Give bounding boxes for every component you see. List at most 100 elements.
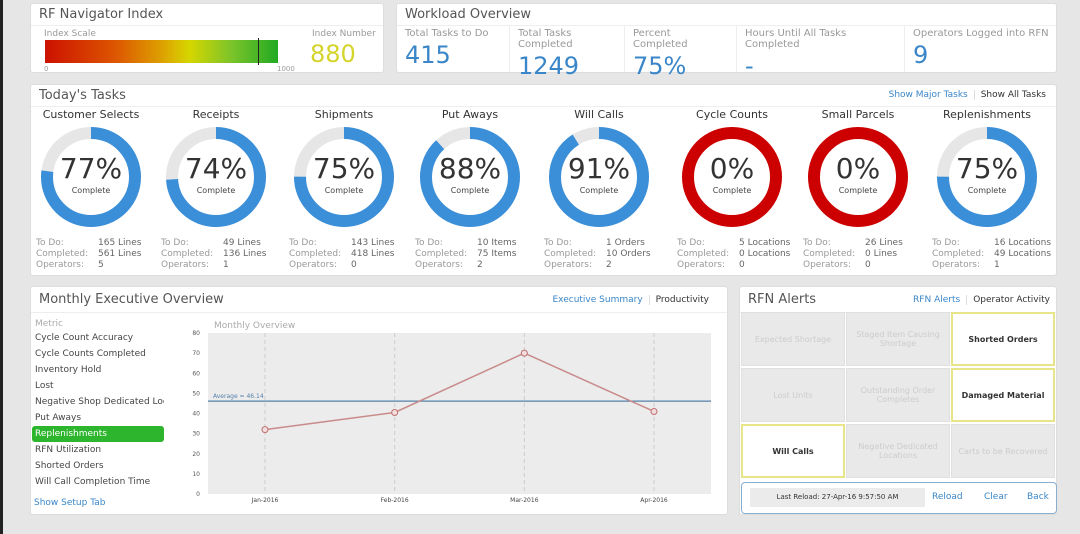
- stat-label: Hours Until All Tasks Completed: [745, 28, 847, 50]
- index-marker: [258, 38, 259, 65]
- metric-item[interactable]: Will Call Completion Time: [35, 477, 151, 487]
- reload-button[interactable]: Reload: [932, 492, 963, 502]
- stat-value: 5 Locations: [739, 238, 791, 248]
- task-stats: To Do: 143 Lines Completed: 418 Lines Operat…: [289, 238, 409, 271]
- metric-item[interactable]: Negative Shop Dedicated Loc...: [35, 397, 164, 407]
- stat-value: 136 Lines: [223, 249, 267, 259]
- stat-label: Operators Logged into RFN: [913, 28, 1049, 39]
- stat-value: 0 Locations: [739, 249, 791, 259]
- panel-title: Monthly Executive Overview: [31, 287, 727, 313]
- complete-label: Complete: [967, 186, 1007, 195]
- alert-tile[interactable]: Expected Shortage: [741, 312, 845, 366]
- task-title: Replenishments: [943, 108, 1031, 121]
- stat-label: Completed:: [289, 249, 342, 259]
- stat-value: 1 Orders: [606, 238, 645, 248]
- executive-summary-tab[interactable]: Executive Summary: [552, 295, 643, 305]
- stat-label: To Do:: [932, 238, 960, 248]
- metric-item[interactable]: Inventory Hold: [35, 365, 102, 375]
- donut-gauge: 75% Complete: [936, 126, 1038, 228]
- metric-item[interactable]: Put Aways: [35, 413, 82, 423]
- stat-value: 1249: [518, 52, 580, 80]
- x-tick-label: Feb-2016: [381, 497, 409, 504]
- complete-label: Complete: [450, 186, 490, 195]
- alert-tile[interactable]: Damaged Material: [951, 368, 1055, 422]
- stat-value: 26 Lines: [865, 238, 903, 248]
- metric-item[interactable]: Shorted Orders: [35, 461, 104, 471]
- show-major-tasks-link[interactable]: Show Major Tasks: [888, 90, 968, 100]
- metric-item[interactable]: Replenishments: [32, 426, 164, 442]
- alert-tile[interactable]: Lost Units: [741, 368, 845, 422]
- stat-value: 49 Lines: [223, 238, 261, 248]
- show-setup-tab-link[interactable]: Show Setup Tab: [34, 498, 106, 508]
- productivity-tab[interactable]: Productivity: [648, 295, 709, 305]
- workload-stat: Total Tasks to Do 415: [397, 26, 509, 72]
- task-gauge-cycle-counts[interactable]: Cycle Counts 0% Complete: [669, 108, 795, 228]
- percent-value: 88%: [438, 152, 502, 185]
- panel-title: Today's Tasks: [31, 85, 1056, 107]
- task-gauge-put-aways[interactable]: Put Aways 88% Complete: [407, 108, 533, 228]
- task-gauge-receipts[interactable]: Receipts 74% Complete: [153, 108, 279, 228]
- metric-item[interactable]: Lost: [35, 381, 54, 391]
- task-gauge-will-calls[interactable]: Will Calls 91% Complete: [536, 108, 662, 228]
- percent-value: 0%: [709, 152, 755, 185]
- complete-label: Complete: [712, 186, 752, 195]
- stat-value: 2: [606, 260, 612, 270]
- donut-gauge: 91% Complete: [548, 126, 650, 228]
- stat-value: 5: [98, 260, 104, 270]
- index-number: 880: [310, 40, 356, 68]
- stat-label: Operators:: [36, 260, 85, 270]
- alert-tile[interactable]: Staged Item Causing Shortage: [846, 312, 950, 366]
- chart-title: Monthly Overview: [214, 321, 295, 331]
- y-tick-label: 80: [192, 330, 200, 337]
- y-tick-label: 60: [192, 370, 200, 377]
- show-all-tasks-tab[interactable]: Show All Tasks: [973, 90, 1046, 100]
- stat-label: Completed:: [932, 249, 985, 259]
- stat-value: 0: [865, 260, 871, 270]
- y-tick-label: 30: [192, 431, 200, 438]
- task-title: Small Parcels: [821, 108, 895, 121]
- operator-activity-tab[interactable]: Operator Activity: [966, 295, 1050, 305]
- rfn-alerts-tab[interactable]: RFN Alerts: [913, 295, 961, 305]
- task-stats: To Do: 26 Lines Completed: 0 Lines Operators…: [803, 238, 923, 271]
- stat-value: 10 Items: [477, 238, 517, 248]
- task-gauge-replenishments[interactable]: Replenishments 75% Complete: [924, 108, 1050, 228]
- percent-value: 75%: [312, 152, 376, 185]
- stat-value: 75 Items: [477, 249, 517, 259]
- donut-gauge: 74% Complete: [165, 126, 267, 228]
- alert-tile[interactable]: Shorted Orders: [951, 312, 1055, 366]
- donut-gauge: 0% Complete: [807, 126, 909, 228]
- task-gauge-small-parcels[interactable]: Small Parcels 0% Complete: [795, 108, 921, 228]
- y-tick-label: 70: [192, 350, 200, 357]
- metric-item[interactable]: Cycle Count Accuracy: [35, 333, 134, 343]
- donut-gauge: 0% Complete: [681, 126, 783, 228]
- stat-label: Total Tasks to Do: [405, 28, 489, 39]
- stat-label: Completed:: [415, 249, 468, 259]
- alert-tile[interactable]: Negative Dedicated Locations: [846, 424, 950, 478]
- task-stats: To Do: 16 Locations Completed: 49 Locations…: [932, 238, 1052, 271]
- back-button[interactable]: Back: [1027, 492, 1049, 502]
- stat-value: 16 Locations: [994, 238, 1052, 248]
- stat-value: 165 Lines: [98, 238, 142, 248]
- alert-tile[interactable]: Outstanding Order Completes: [846, 368, 950, 422]
- metric-item[interactable]: RFN Utilization: [35, 445, 102, 455]
- task-stats: To Do: 49 Lines Completed: 136 Lines Operato…: [161, 238, 281, 271]
- data-point: [520, 349, 528, 357]
- x-tick-label: Apr-2016: [640, 497, 668, 504]
- alert-tile[interactable]: Carts to be Recovered: [951, 424, 1055, 478]
- task-gauge-customer-selects[interactable]: Customer Selects 77% Complete: [28, 108, 154, 228]
- alert-tile[interactable]: Will Calls: [741, 424, 845, 478]
- stat-value: 49 Locations: [994, 249, 1052, 259]
- task-stats: To Do: 165 Lines Completed: 561 Lines Operat…: [36, 238, 156, 271]
- metric-item[interactable]: Cycle Counts Completed: [35, 349, 146, 359]
- y-tick-label: 20: [192, 451, 200, 458]
- complete-label: Complete: [838, 186, 878, 195]
- clear-button[interactable]: Clear: [984, 492, 1008, 502]
- stat-label: Percent Completed: [633, 28, 688, 50]
- stat-label: Completed:: [36, 249, 89, 259]
- percent-value: 0%: [835, 152, 881, 185]
- workload-stat: Operators Logged into RFN 9: [904, 26, 1058, 72]
- task-title: Receipts: [192, 108, 240, 121]
- gauge-track: [808, 127, 908, 227]
- complete-label: Complete: [71, 186, 111, 195]
- task-gauge-shipments[interactable]: Shipments 75% Complete: [281, 108, 407, 228]
